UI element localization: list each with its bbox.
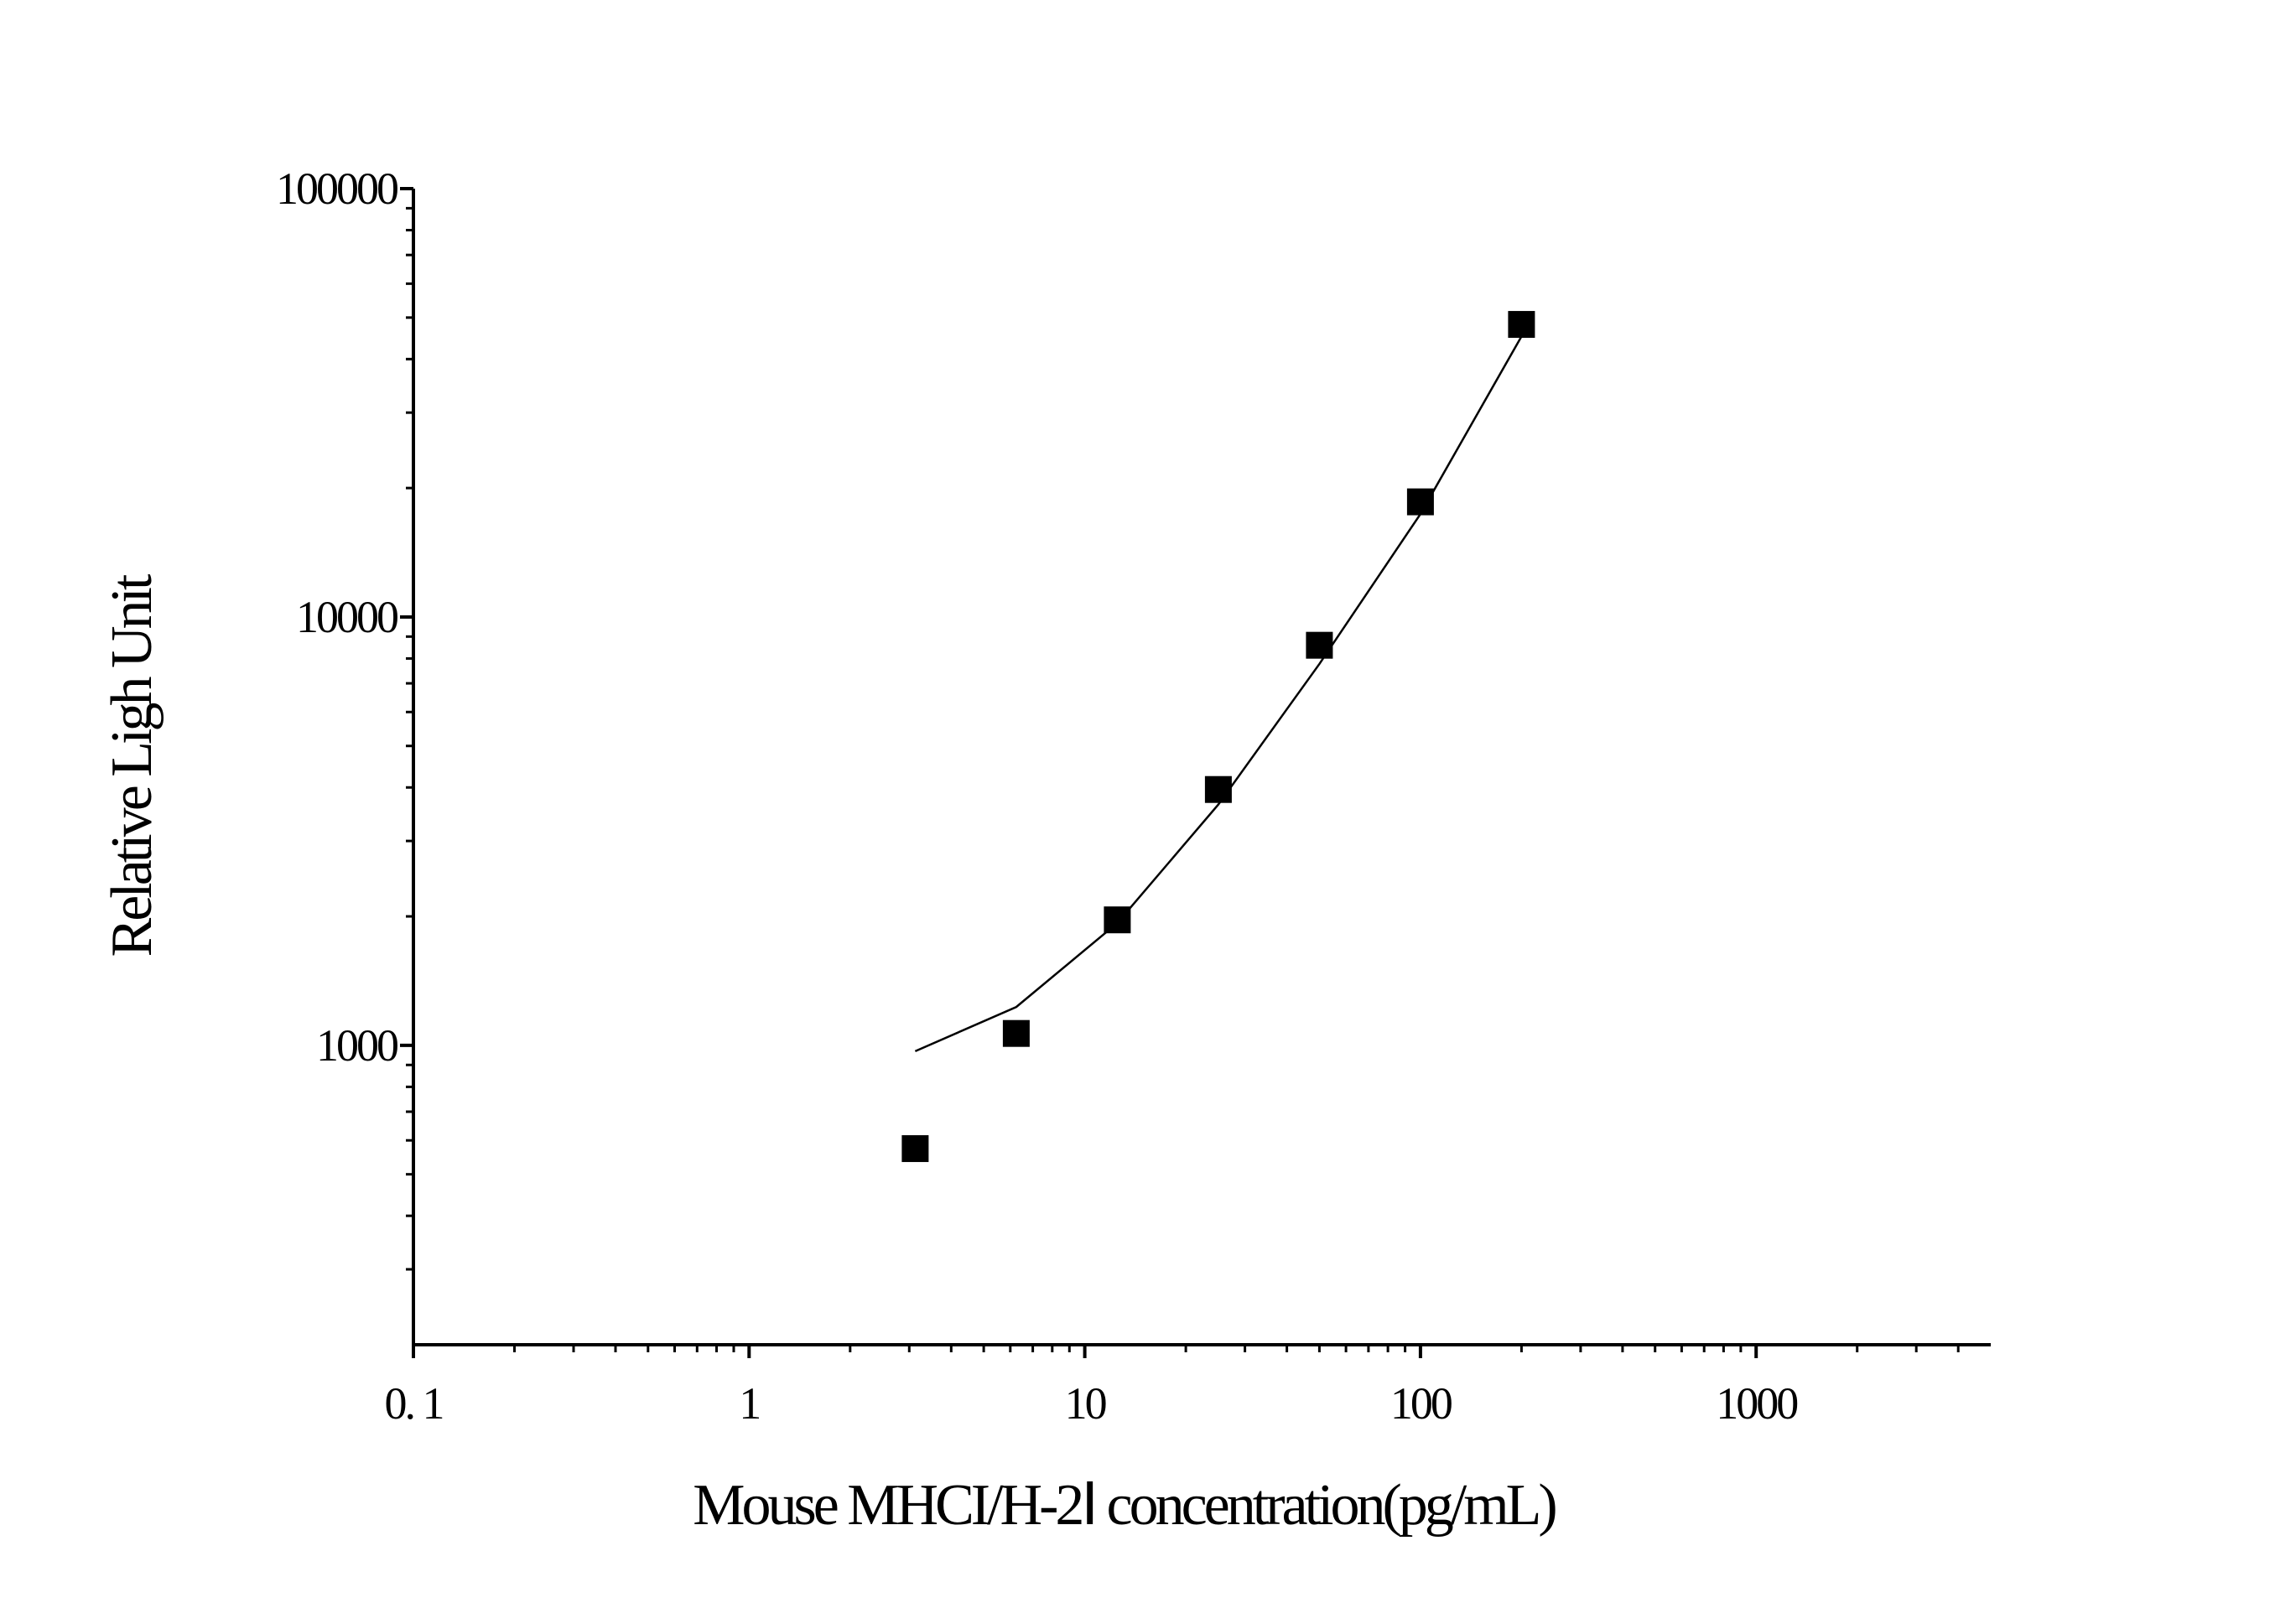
data-point — [1508, 310, 1535, 338]
y-axis-title: Relative Ligh Unit — [100, 573, 164, 957]
x-axis-title: Mouse MHCI/H-2Ⅰ concentration(pg/mL) — [693, 1473, 1556, 1538]
y-tick-label: 10000 — [296, 592, 397, 642]
y-tick-label: 1000 — [316, 1020, 397, 1071]
x-tick-label: 0. 1 — [385, 1378, 443, 1429]
data-point — [1002, 1019, 1030, 1047]
data-point — [1406, 488, 1434, 516]
data-point — [901, 1135, 929, 1163]
x-tick-label: 10 — [1065, 1378, 1106, 1429]
fit-line — [914, 335, 1523, 1053]
data-point — [1204, 775, 1232, 803]
y-tick-label: 100000 — [276, 163, 397, 214]
x-tick-label: 100 — [1390, 1378, 1452, 1429]
x-tick-label: 1000 — [1716, 1378, 1797, 1429]
x-tick-label: 1 — [739, 1378, 759, 1429]
data-point — [1306, 631, 1333, 659]
